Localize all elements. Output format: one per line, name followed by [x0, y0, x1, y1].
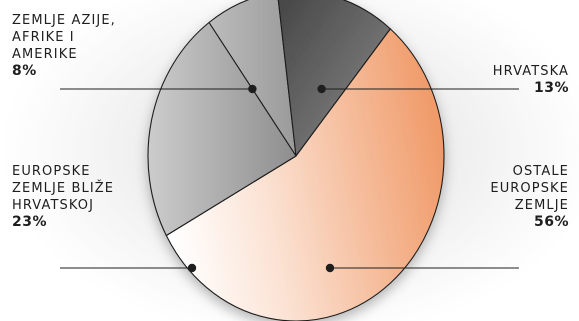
leader-zemlje-azije-dot: [248, 84, 257, 94]
leader-europske-blize-dot: [187, 263, 197, 273]
label-value: 8%: [12, 63, 37, 79]
label-zemlje-azije: ZEMLJE AZIJE, AFRIKE I AMERIKE 8%: [12, 12, 116, 80]
slice-ostale-europske: [165, 28, 445, 321]
label-europske-blize: EUROPSKE ZEMLJE BLIŽE HRVATSKOJ 23%: [12, 163, 114, 231]
label-hrvatska: HRVATSKA 13%: [493, 63, 569, 97]
leader-hrvatska-dot: [317, 84, 326, 94]
slice-hrvatska: [277, 0, 391, 157]
slice-europske-blize: [147, 21, 297, 237]
leader-ostale-europske-dot: [325, 263, 335, 273]
label-ostale-europske: OSTALE EUROPSKE ZEMLJE 56%: [490, 163, 569, 231]
label-value: 56%: [533, 214, 569, 230]
label-name: OSTALE EUROPSKE ZEMLJE: [490, 164, 569, 213]
label-name: EUROPSKE ZEMLJE BLIŽE HRVATSKOJ: [12, 164, 115, 213]
label-name: HRVATSKA: [492, 64, 569, 79]
label-value: 23%: [12, 214, 48, 230]
label-value: 13%: [533, 80, 569, 96]
label-name: ZEMLJE AZIJE, AFRIKE I AMERIKE: [12, 13, 116, 62]
